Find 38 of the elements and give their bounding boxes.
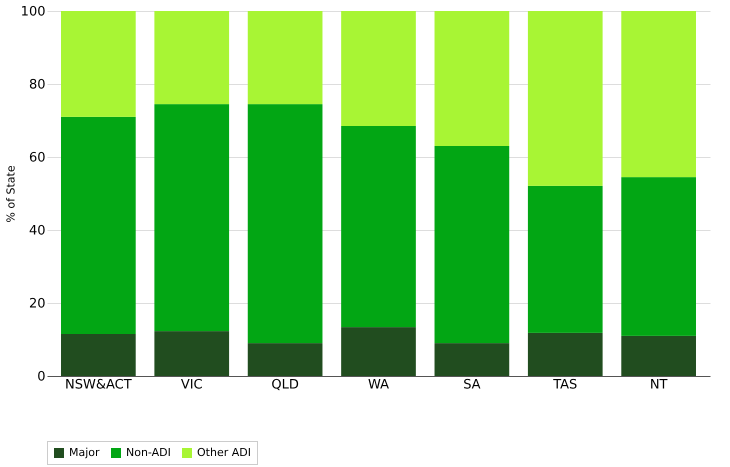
bar [528,332,603,376]
x-tick-label: NSW&ACT [65,378,132,392]
bar [341,126,416,328]
y-tick-label: 20 [28,296,46,312]
bar [621,336,696,376]
y-tick-label: 0 [37,370,46,384]
x-tick-label: VIC [180,378,203,392]
x-tick-label: WA [368,378,390,392]
legend-label: Major [69,446,100,459]
bar [154,11,230,104]
y-tick-label: 40 [28,224,46,238]
bar [621,11,696,178]
bar [528,186,603,333]
x-tick-label: QLD [271,378,299,392]
bar [248,104,322,344]
legend-label: Non-ADI [126,446,171,459]
bar [154,331,230,376]
y-tick-label: 80 [28,78,46,92]
bar [528,11,603,186]
bar [61,116,136,334]
bar [434,343,510,376]
bar [61,334,136,376]
bar [341,327,416,376]
y-tick-label: 60 [28,150,46,166]
bar [341,11,416,126]
x-tick-label: SA [463,378,481,392]
y-axis-title: % of State [4,165,18,223]
bar [248,11,322,104]
x-tick-label: TAS [552,378,578,392]
x-tick-label: NT [650,378,668,392]
bar [248,343,322,376]
bar [61,11,136,117]
bar [621,177,696,336]
bar [434,11,510,146]
y-tick-label: 100 [20,4,46,20]
bar [434,146,510,344]
bar [154,104,230,332]
legend-label: Other ADI [197,446,251,459]
